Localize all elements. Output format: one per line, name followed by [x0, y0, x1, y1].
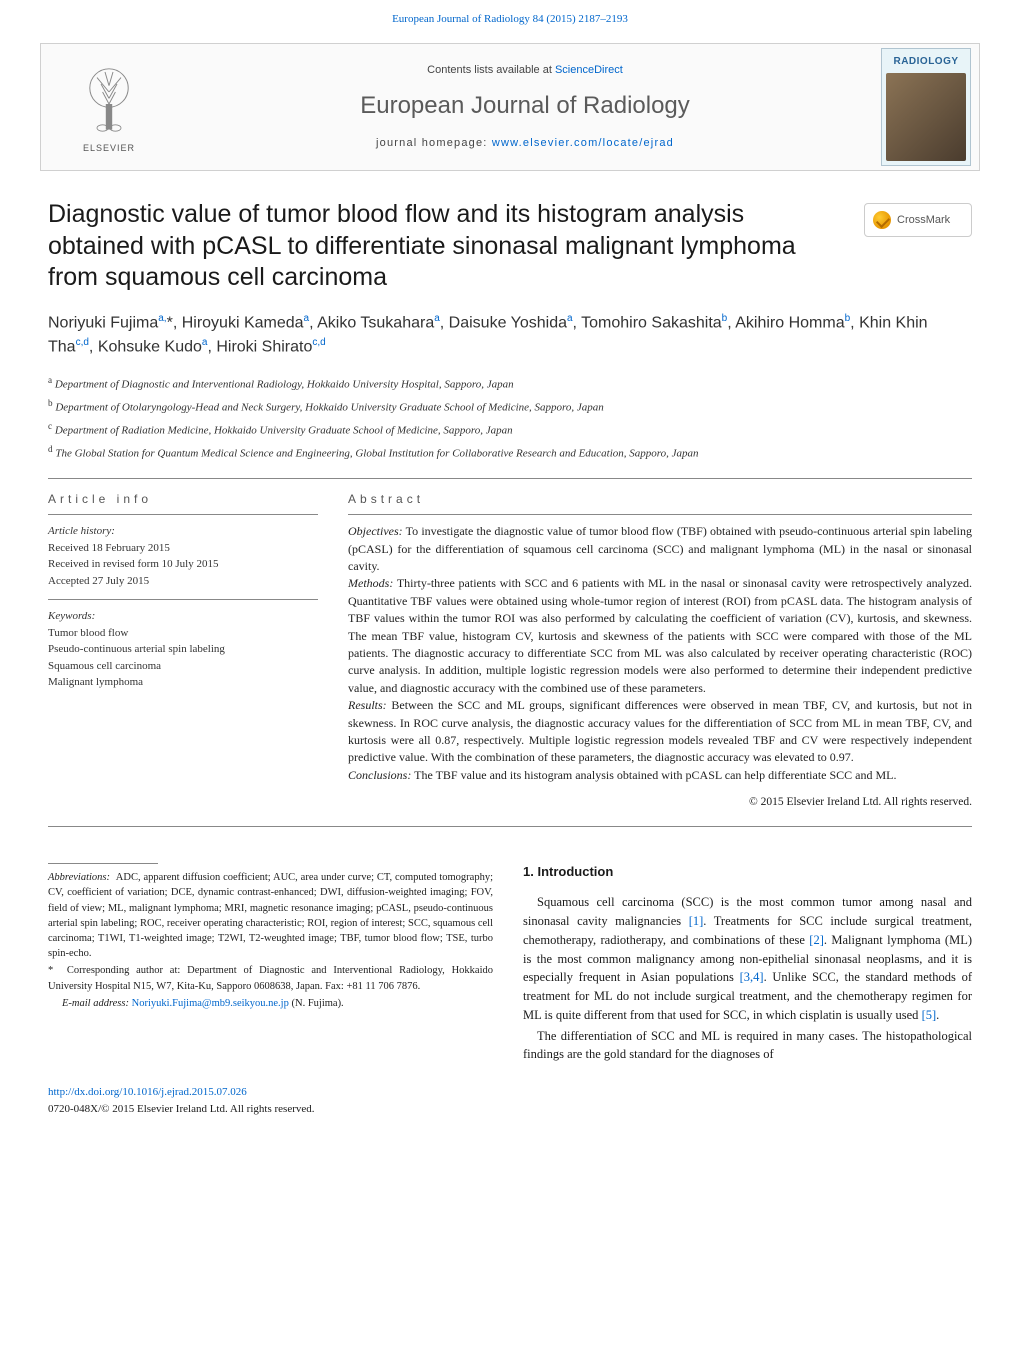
conclusions-label: Conclusions:	[348, 768, 411, 782]
history-label: Article history:	[48, 523, 318, 540]
abstract-rule	[348, 514, 972, 515]
article-history: Article history: Received 18 February 20…	[48, 523, 318, 589]
conclusions-text: The TBF value and its histogram analysis…	[414, 768, 896, 782]
affiliation: b Department of Otolaryngology-Head and …	[48, 397, 972, 416]
corr-text: Corresponding author at: Department of D…	[48, 965, 493, 991]
history-received: Received 18 February 2015	[48, 540, 318, 557]
info-rule	[48, 599, 318, 600]
footer-block: http://dx.doi.org/10.1016/j.ejrad.2015.0…	[0, 1066, 1020, 1141]
history-accepted: Accepted 27 July 2015	[48, 573, 318, 590]
journal-name: European Journal of Radiology	[187, 89, 863, 123]
history-revised: Received in revised form 10 July 2015	[48, 556, 318, 573]
crossmark-icon	[873, 211, 891, 229]
homepage-link[interactable]: www.elsevier.com/locate/ejrad	[492, 137, 674, 149]
authors-line: Noriyuki Fujimaa,*, Hiroyuki Kamedaa, Ak…	[48, 311, 972, 360]
corr-marker: *	[48, 965, 53, 976]
keywords-label: Keywords:	[48, 608, 318, 625]
ref-link-5[interactable]: [5]	[922, 1008, 937, 1022]
cover-title: RADIOLOGY	[882, 49, 970, 69]
issn-copyright: 0720-048X/© 2015 Elsevier Ireland Ltd. A…	[48, 1103, 315, 1115]
results-text: Between the SCC and ML groups, significa…	[348, 698, 972, 764]
keyword: Tumor blood flow	[48, 625, 318, 642]
ref-link-34[interactable]: [3,4]	[740, 970, 764, 984]
journal-cover-thumbnail: RADIOLOGY	[881, 48, 971, 166]
cover-image	[886, 73, 966, 161]
email-suffix: (N. Fujima).	[291, 998, 343, 1009]
homepage-prefix: journal homepage:	[376, 137, 492, 149]
intro-paragraph-2: The differentiation of SCC and ML is req…	[523, 1027, 972, 1065]
affiliation: c Department of Radiation Medicine, Hokk…	[48, 420, 972, 439]
abbreviations-footnote: Abbreviations: ADC, apparent diffusion c…	[48, 870, 493, 961]
intro-paragraph-1: Squamous cell carcinoma (SCC) is the mos…	[523, 893, 972, 1024]
abbrev-text: ADC, apparent diffusion coefficient; AUC…	[48, 872, 493, 959]
abstract-body: Objectives: To investigate the diagnosti…	[348, 523, 972, 784]
doi-link[interactable]: http://dx.doi.org/10.1016/j.ejrad.2015.0…	[48, 1086, 247, 1098]
keywords-block: Keywords: Tumor blood flow Pseudo-contin…	[48, 608, 318, 691]
email-link[interactable]: Noriyuki.Fujima@mb9.seikyou.ne.jp	[132, 998, 289, 1009]
abstract-copyright: © 2015 Elsevier Ireland Ltd. All rights …	[348, 794, 972, 810]
email-footnote: E-mail address: Noriyuki.Fujima@mb9.seik…	[48, 996, 493, 1011]
keyword: Squamous cell carcinoma	[48, 658, 318, 675]
results-label: Results:	[348, 698, 387, 712]
sciencedirect-link[interactable]: ScienceDirect	[555, 64, 623, 76]
contents-prefix: Contents lists available at	[427, 64, 555, 76]
journal-header: ELSEVIER Contents lists available at Sci…	[40, 43, 980, 171]
ref-link-2[interactable]: [2]	[809, 933, 824, 947]
methods-text: Thirty-three patients with SCC and 6 pat…	[348, 576, 972, 694]
keyword: Malignant lymphoma	[48, 674, 318, 691]
elsevier-logo: ELSEVIER	[49, 47, 169, 167]
crossmark-label: CrossMark	[897, 213, 950, 228]
introduction-heading: 1. Introduction	[523, 863, 972, 881]
objectives-text: To investigate the diagnostic value of t…	[348, 524, 972, 573]
abbrev-label: Abbreviations:	[48, 872, 110, 883]
methods-label: Methods:	[348, 576, 393, 590]
affiliation: a Department of Diagnostic and Intervent…	[48, 374, 972, 393]
contents-line: Contents lists available at ScienceDirec…	[187, 63, 863, 78]
elsevier-tree-icon	[69, 60, 149, 140]
p1-text: .	[936, 1008, 939, 1022]
footnote-rule	[48, 863, 158, 864]
header-center: Contents lists available at ScienceDirec…	[177, 63, 873, 151]
crossmark-badge[interactable]: CrossMark	[864, 203, 972, 237]
info-rule	[48, 514, 318, 515]
section-divider	[48, 826, 972, 827]
keyword: Pseudo-continuous arterial spin labeling	[48, 641, 318, 658]
affiliation: d The Global Station for Quantum Medical…	[48, 443, 972, 462]
ref-link-1[interactable]: [1]	[689, 914, 704, 928]
email-label: E-mail address:	[62, 998, 129, 1009]
top-citation-link[interactable]: European Journal of Radiology 84 (2015) …	[0, 0, 1020, 35]
article-info-head: ARTICLE INFO	[48, 491, 318, 508]
abstract-head: ABSTRACT	[348, 491, 972, 508]
elsevier-wordmark: ELSEVIER	[83, 142, 135, 155]
corresponding-footnote: * Corresponding author at: Department of…	[48, 963, 493, 993]
objectives-label: Objectives:	[348, 524, 403, 538]
section-divider	[48, 478, 972, 479]
article-title: Diagnostic value of tumor blood flow and…	[48, 199, 844, 293]
journal-homepage: journal homepage: www.elsevier.com/locat…	[187, 136, 863, 151]
